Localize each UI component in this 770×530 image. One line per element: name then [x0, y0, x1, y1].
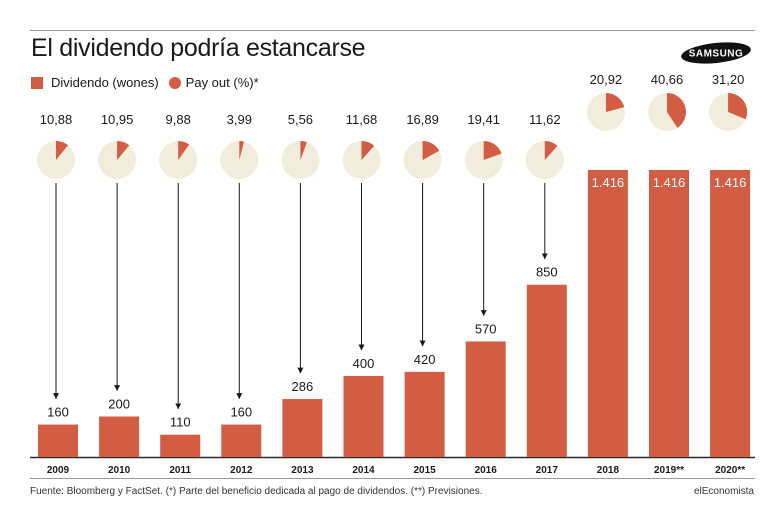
- legend-dividend-swatch: [31, 76, 43, 89]
- pie-slice-2016: [483, 141, 502, 160]
- legend-dividend-label: Dividendo (wones): [51, 75, 159, 90]
- bar-label-2020**: 1.416: [714, 175, 747, 190]
- bar-label-2018: 1.416: [592, 175, 625, 190]
- x-tick-label-2009: 2009: [47, 465, 70, 476]
- pie-slice-2017: [544, 141, 558, 160]
- payout-label-2010: 10,95: [101, 112, 134, 127]
- bar-label-2014: 400: [353, 356, 375, 371]
- x-tick-label-2015: 2015: [413, 465, 436, 476]
- bar-label-2016: 570: [475, 321, 497, 336]
- svg-text:SAMSUNG: SAMSUNG: [689, 49, 744, 60]
- pie-bg-2010: [98, 141, 137, 179]
- payout-label-2016: 19,41: [467, 112, 500, 127]
- bar-2018: [587, 170, 628, 457]
- bottom-rule: [30, 478, 755, 479]
- legend-payout-label: Pay out (%)*: [185, 75, 259, 90]
- bar-2014: [343, 375, 384, 457]
- payout-label-2015: 16,89: [406, 112, 439, 127]
- bar-label-2017: 850: [536, 265, 558, 280]
- chart-title: El dividendo podría estancarse: [31, 34, 366, 62]
- bar-2012: [221, 424, 262, 457]
- payout-label-2011: 9,88: [166, 112, 191, 127]
- bar-2015: [404, 371, 445, 457]
- footer-source: Fuente: Bloomberg y FactSet. (*) Parte d…: [30, 486, 483, 497]
- bar-2010: [99, 416, 140, 457]
- x-tick-label-2010: 2010: [108, 465, 131, 476]
- payout-label-2014: 11,68: [346, 112, 378, 127]
- x-tick-label-2018: 2018: [597, 465, 620, 476]
- pie-slice-2010: [117, 140, 130, 160]
- bar-2009: [38, 424, 78, 457]
- pie-slice-2020**: [728, 93, 748, 120]
- legend: Dividendo (wones) Pay out (%)*: [31, 75, 259, 90]
- pie-slice-2018: [605, 93, 625, 112]
- x-tick-label-2017: 2017: [536, 465, 559, 476]
- payout-label-2017: 11,62: [529, 112, 561, 127]
- payout-label-2009: 10,88: [40, 112, 73, 127]
- x-tick-label-2020**: 2020**: [715, 465, 745, 476]
- x-tick-label-2013: 2013: [291, 465, 314, 476]
- x-tick-label-2011: 2011: [169, 465, 191, 476]
- bar-label-2009: 160: [47, 405, 69, 420]
- x-tick-label-2016: 2016: [475, 465, 498, 476]
- pie-slice-2011: [178, 141, 190, 160]
- payout-label-2018: 20,92: [590, 72, 623, 87]
- pie-slice-2012: [239, 141, 245, 160]
- x-tick-label-2014: 2014: [352, 465, 375, 476]
- bar-label-2012: 160: [230, 405, 252, 420]
- bar-label-2013: 286: [292, 379, 314, 394]
- bar-2013: [282, 399, 323, 457]
- pie-slice-2009: [56, 141, 68, 160]
- bar-label-2011: 110: [170, 415, 191, 430]
- bar-2011: [160, 434, 201, 457]
- bar-2017: [526, 284, 567, 457]
- payout-label-2012: 3,99: [227, 112, 252, 127]
- bar-label-2010: 200: [108, 396, 130, 411]
- legend-payout-swatch: [168, 76, 181, 89]
- pie-slice-2014: [361, 141, 375, 160]
- bar-2019**: [649, 170, 689, 457]
- pie-bg-2012: [220, 141, 259, 179]
- x-tick-label-2012: 2012: [230, 465, 253, 476]
- bar-2020**: [710, 170, 751, 457]
- payout-label-2019**: 40,66: [651, 72, 684, 87]
- bar-label-2015: 420: [414, 352, 436, 367]
- pie-slice-2015: [422, 141, 440, 160]
- pie-slice-2019**: [667, 93, 686, 128]
- pie-slice-2013: [300, 141, 307, 160]
- samsung-logo: SAMSUNG: [681, 42, 751, 64]
- payout-label-2020**: 31,20: [712, 72, 745, 87]
- payout-label-2013: 5,56: [288, 112, 313, 127]
- x-tick-label-2019**: 2019**: [654, 465, 684, 476]
- bar-2016: [465, 341, 506, 457]
- footer-brand: elEconomista: [693, 486, 754, 497]
- top-rule: [30, 30, 755, 31]
- bar-label-2019**: 1.416: [653, 175, 686, 190]
